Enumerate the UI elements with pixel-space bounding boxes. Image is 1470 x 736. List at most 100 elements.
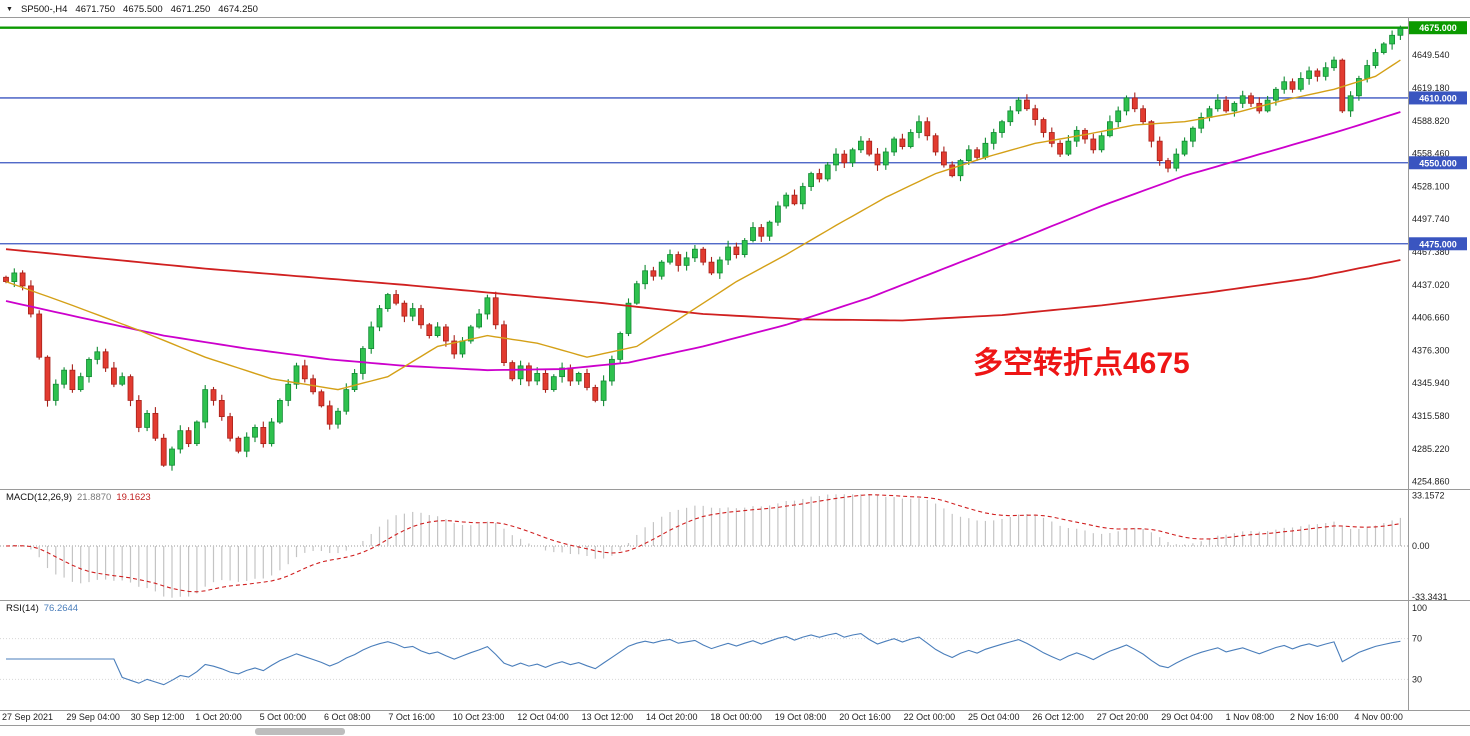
rsi-pane[interactable] <box>0 632 1408 686</box>
candle[interactable] <box>1356 75 1362 101</box>
candle[interactable] <box>401 300 408 323</box>
candle[interactable] <box>808 171 814 191</box>
candle[interactable] <box>343 383 350 415</box>
candle[interactable] <box>376 305 383 332</box>
candle[interactable] <box>783 192 790 209</box>
candle[interactable] <box>965 145 972 166</box>
candle[interactable] <box>1024 94 1030 111</box>
candle[interactable] <box>766 220 773 241</box>
candle[interactable] <box>368 321 375 354</box>
candle[interactable] <box>1289 78 1296 93</box>
candle[interactable] <box>1248 92 1254 108</box>
candle[interactable] <box>858 136 864 153</box>
candle[interactable] <box>667 249 673 265</box>
horizontal-scrollbar[interactable] <box>0 725 1470 736</box>
candle[interactable] <box>335 407 341 429</box>
candle[interactable] <box>409 302 416 322</box>
candle[interactable] <box>492 291 499 330</box>
candle[interactable] <box>882 147 889 170</box>
candle[interactable] <box>326 400 333 430</box>
candle[interactable] <box>1190 126 1196 148</box>
candle[interactable] <box>111 361 117 388</box>
candle[interactable] <box>1331 56 1337 71</box>
candle[interactable] <box>1082 128 1088 144</box>
candle[interactable] <box>874 148 881 171</box>
candle[interactable] <box>816 168 823 183</box>
candle[interactable] <box>44 355 51 407</box>
candle[interactable] <box>185 427 192 448</box>
candle[interactable] <box>1389 30 1395 50</box>
candle[interactable] <box>949 161 956 178</box>
candle[interactable] <box>1098 132 1105 153</box>
candle[interactable] <box>708 256 715 276</box>
candle[interactable] <box>775 201 781 226</box>
candle[interactable] <box>700 246 707 266</box>
candle[interactable] <box>1015 97 1022 115</box>
candle[interactable] <box>1322 62 1329 81</box>
candle[interactable] <box>1107 115 1113 138</box>
horizontal-scrollbar-thumb[interactable] <box>255 728 345 735</box>
candle[interactable] <box>999 119 1005 138</box>
candle[interactable] <box>625 298 632 337</box>
candle[interactable] <box>1297 72 1304 92</box>
candle[interactable] <box>442 324 449 347</box>
candle[interactable] <box>650 266 657 281</box>
symbol-dropdown-icon[interactable]: ▼ <box>6 5 13 13</box>
candle[interactable] <box>791 189 798 206</box>
candle[interactable] <box>285 379 292 407</box>
candle[interactable] <box>210 386 217 406</box>
candle[interactable] <box>592 384 599 403</box>
candle[interactable] <box>1165 157 1171 173</box>
candle[interactable] <box>974 147 980 161</box>
candle[interactable] <box>600 375 607 407</box>
candle[interactable] <box>1206 105 1213 122</box>
candle[interactable] <box>658 260 665 280</box>
candle[interactable] <box>990 128 997 150</box>
candle[interactable] <box>517 360 524 386</box>
macd-pane[interactable] <box>0 494 1408 598</box>
candle[interactable] <box>1239 90 1246 109</box>
candle[interactable] <box>609 355 615 386</box>
candle[interactable] <box>276 398 283 424</box>
candle[interactable] <box>692 245 698 263</box>
candle[interactable] <box>1057 140 1063 158</box>
candle[interactable] <box>501 320 507 367</box>
candle[interactable] <box>509 360 516 382</box>
candle[interactable] <box>86 357 92 383</box>
candle[interactable] <box>467 324 474 344</box>
candle[interactable] <box>899 133 906 150</box>
candle[interactable] <box>1007 106 1014 126</box>
candle[interactable] <box>1065 135 1072 156</box>
candle[interactable] <box>1115 106 1122 128</box>
candle[interactable] <box>824 162 831 182</box>
candle[interactable] <box>1214 94 1221 112</box>
candle[interactable] <box>575 371 582 385</box>
candle[interactable] <box>1347 91 1354 117</box>
candle[interactable] <box>260 421 267 448</box>
candle[interactable] <box>866 138 873 157</box>
candle[interactable] <box>135 395 142 433</box>
candle[interactable] <box>550 374 557 392</box>
candle[interactable] <box>833 148 839 172</box>
candlestick-series[interactable] <box>3 25 1404 471</box>
candle[interactable] <box>1032 104 1039 126</box>
candle[interactable] <box>1156 136 1163 166</box>
candle[interactable] <box>559 362 565 383</box>
candle[interactable] <box>741 238 748 258</box>
horizontal-line-objects[interactable] <box>0 26 1408 245</box>
candle[interactable] <box>642 264 648 290</box>
candle[interactable] <box>799 182 806 210</box>
candle[interactable] <box>426 322 433 339</box>
candle[interactable] <box>177 425 184 454</box>
candle[interactable] <box>1131 92 1138 113</box>
candle[interactable] <box>584 368 590 391</box>
candle[interactable] <box>144 410 151 432</box>
candle[interactable] <box>318 389 325 408</box>
candle[interactable] <box>1148 120 1155 148</box>
candle[interactable] <box>1397 25 1404 40</box>
candle[interactable] <box>202 385 209 429</box>
candle[interactable] <box>102 348 109 372</box>
candle[interactable] <box>293 362 300 389</box>
candle[interactable] <box>243 432 250 458</box>
candle[interactable] <box>384 292 391 312</box>
